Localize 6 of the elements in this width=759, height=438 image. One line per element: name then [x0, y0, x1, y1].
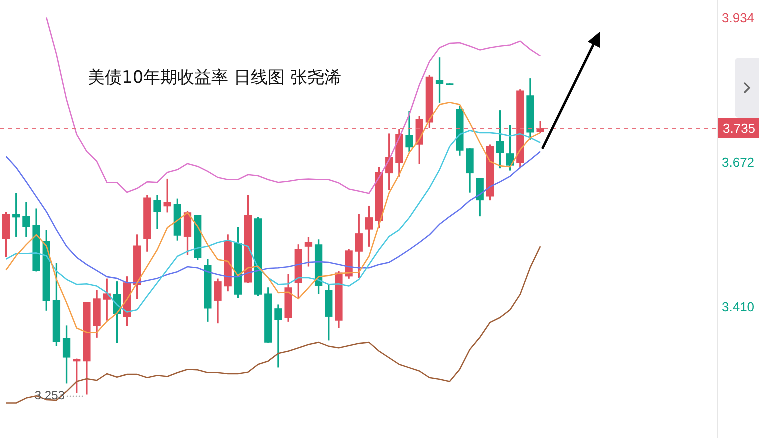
candlestick [274, 304, 282, 368]
y-tick-label: 3.672 [722, 154, 755, 170]
y-tick-label: 3.934 [722, 10, 755, 26]
y-tick-label: 3.410 [722, 299, 755, 314]
ref-line-label: 3.735 [723, 121, 756, 136]
text: 美债10年期收益率 日线图 张尧浠 [88, 67, 342, 89]
